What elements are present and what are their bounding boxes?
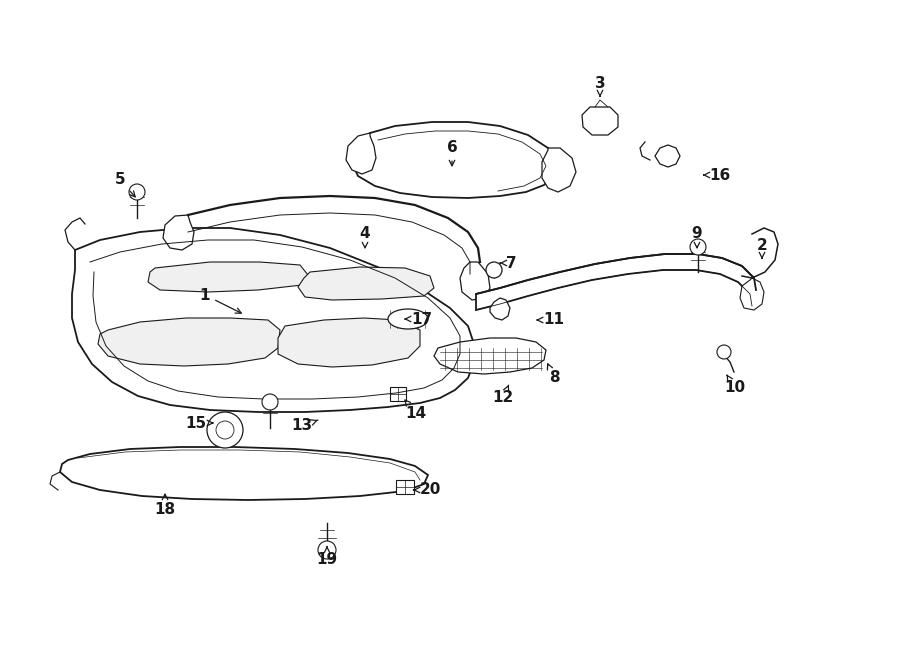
Polygon shape (60, 447, 428, 500)
Polygon shape (390, 387, 406, 401)
Polygon shape (72, 228, 474, 412)
Polygon shape (98, 318, 280, 366)
Text: 7: 7 (500, 256, 517, 270)
Text: 3: 3 (595, 75, 606, 97)
Text: 16: 16 (704, 167, 731, 182)
Polygon shape (346, 133, 376, 174)
Text: 8: 8 (547, 364, 559, 385)
Text: 14: 14 (405, 400, 427, 420)
Text: 4: 4 (360, 225, 370, 248)
Polygon shape (490, 298, 510, 320)
Polygon shape (278, 318, 420, 367)
Text: 13: 13 (292, 418, 318, 434)
Polygon shape (542, 148, 576, 192)
Circle shape (207, 412, 243, 448)
Text: 5: 5 (114, 173, 135, 197)
Text: 6: 6 (446, 141, 457, 166)
Polygon shape (582, 107, 618, 135)
Text: 1: 1 (200, 288, 241, 313)
Polygon shape (476, 254, 756, 310)
Polygon shape (396, 480, 414, 494)
Text: 19: 19 (317, 547, 338, 568)
Text: 18: 18 (155, 494, 176, 518)
Text: 20: 20 (414, 483, 441, 498)
Circle shape (318, 541, 336, 559)
Text: 12: 12 (492, 385, 514, 405)
Circle shape (129, 184, 145, 200)
Text: 15: 15 (185, 416, 212, 430)
Polygon shape (148, 262, 308, 292)
Ellipse shape (388, 309, 428, 329)
Polygon shape (740, 278, 764, 310)
Text: 9: 9 (692, 225, 702, 248)
Polygon shape (163, 215, 194, 250)
Circle shape (717, 345, 731, 359)
Circle shape (690, 239, 706, 255)
Text: 10: 10 (724, 375, 745, 395)
Polygon shape (298, 267, 434, 300)
Circle shape (216, 421, 234, 439)
Polygon shape (352, 122, 556, 198)
Text: 11: 11 (537, 313, 564, 327)
Polygon shape (434, 338, 546, 374)
Text: 17: 17 (405, 311, 433, 327)
Polygon shape (460, 262, 490, 300)
Text: 2: 2 (757, 237, 768, 258)
Circle shape (486, 262, 502, 278)
Circle shape (262, 394, 278, 410)
Polygon shape (655, 145, 680, 167)
